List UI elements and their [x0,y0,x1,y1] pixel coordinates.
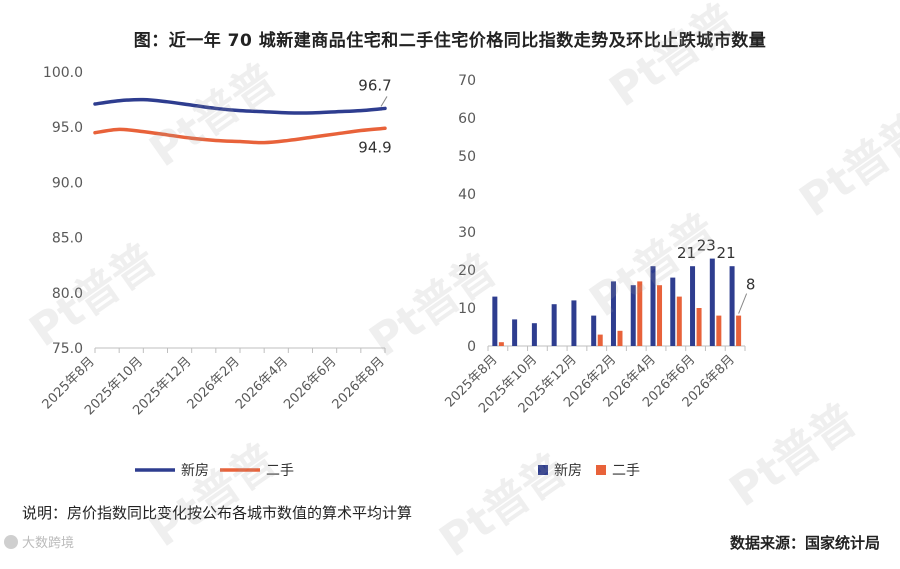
bar-second [716,315,722,346]
bar-data-label: 21 [677,244,696,262]
bar-new [610,281,616,346]
line-label-leader [380,96,388,107]
bar-new [571,300,577,346]
line-y-tick-label: 90.0 [52,175,83,191]
bar-chart: 7060504030201002025年8月2025年10月2025年12月20… [442,73,755,479]
legend-swatch-second [596,465,606,475]
bar-second [498,342,504,346]
line-y-tick-label: 80.0 [52,286,83,302]
line-y-tick-label: 95.0 [52,120,83,136]
bar-y-tick-label: 10 [458,301,476,317]
line-x-tick-label: 2026年8月 [330,354,388,412]
line-y-tick-label: 85.0 [52,231,83,247]
line-series-new [93,97,387,115]
legend-label-second: 二手 [612,463,640,479]
legend-swatch-new [538,465,548,475]
bar-y-tick-label: 40 [458,187,476,203]
line-end-label-second: 94.9 [358,138,391,156]
legend-label-new: 新房 [181,463,209,479]
bar-new [650,266,656,346]
bar-new [492,296,498,346]
bar-new [591,315,597,346]
chart-title: 图：近一年 70 城新建商品住宅和二手住宅价格同比指数走势及环比止跌城市数量 [133,31,767,51]
bar-second [597,334,603,346]
bar-second [736,315,742,346]
bar-y-tick-label: 60 [458,111,476,127]
bar-y-tick-label: 50 [458,149,476,165]
data-source: 数据来源：国家统计局 [729,534,880,552]
bar-second [637,281,643,346]
bar-y-tick-label: 70 [458,73,476,89]
bar-label-leader [738,293,748,314]
bar-data-label: 23 [697,237,716,255]
bar-new [512,319,518,346]
bar-y-tick-label: 30 [458,225,476,241]
bar-data-label: 8 [746,276,756,294]
bar-second [617,330,623,346]
line-y-tick-label: 100.0 [43,65,83,81]
line-chart: 100.095.090.085.080.075.02025年8月2025年10月… [40,65,392,479]
bar-second [696,308,702,346]
legend-label-new: 新房 [554,463,582,479]
bar-new [729,266,735,346]
bar-new [531,323,537,346]
brand-logo: 大数跨境 [4,532,74,551]
bar-second [657,285,663,346]
bar-new [690,266,696,346]
legend-label-second: 二手 [266,463,294,479]
line-y-tick-label: 75.0 [52,341,83,357]
footnote: 说明：房价指数同比变化按公布各城市数值的算术平均计算 [22,504,413,522]
line-end-label-new: 96.7 [358,76,391,94]
logo-icon [4,535,18,549]
bar-y-tick-label: 20 [458,263,476,279]
line-series-second [93,126,387,145]
bar-new [630,285,636,346]
bar-new [551,304,557,346]
bar-new [709,258,715,346]
bar-second [676,296,682,346]
bar-y-tick-label: 0 [467,339,476,355]
bar-new [670,277,676,346]
bar-data-label: 21 [717,244,736,262]
